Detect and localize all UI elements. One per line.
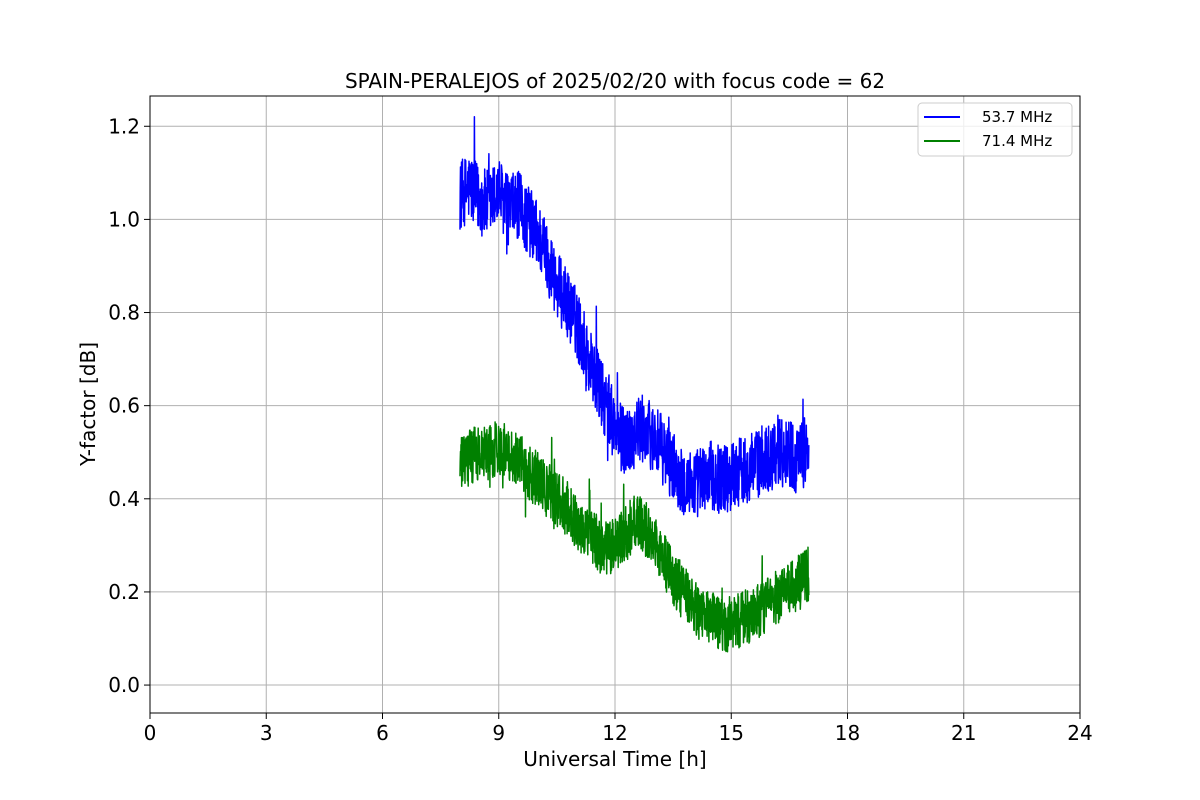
legend-label-71-4: 71.4 MHz	[982, 132, 1052, 150]
x-tick-label: 9	[492, 721, 505, 745]
y-axis-ticks: 0.0 0.2 0.4 0.6 0.8 1.0 1.2	[108, 114, 150, 697]
series-line-71-4-mhz	[459, 421, 810, 653]
y-tick-label: 1.0	[108, 207, 140, 231]
x-tick-label: 0	[144, 721, 157, 745]
x-tick-label: 3	[260, 721, 273, 745]
x-tick-label: 21	[951, 721, 976, 745]
x-tick-label: 18	[835, 721, 860, 745]
x-tick-label: 24	[1067, 721, 1092, 745]
y-axis-title: Y-factor [dB]	[76, 342, 100, 467]
series-line-53-7-mhz	[459, 116, 810, 518]
legend: 53.7 MHz 71.4 MHz	[917, 102, 1073, 157]
legend-label-53-7: 53.7 MHz	[982, 108, 1052, 126]
y-tick-label: 1.2	[108, 114, 140, 138]
y-tick-label: 0.2	[108, 580, 140, 604]
y-tick-label: 0.4	[108, 487, 140, 511]
x-tick-label: 6	[376, 721, 389, 745]
x-axis-ticks: 0 3 6 9 12 15 18 21 24	[144, 713, 1093, 745]
y-tick-label: 0.6	[108, 394, 140, 418]
x-tick-label: 15	[719, 721, 744, 745]
y-tick-label: 0.8	[108, 301, 140, 325]
y-tick-label: 0.0	[108, 673, 140, 697]
chart-title: SPAIN-PERALEJOS of 2025/02/20 with focus…	[345, 69, 885, 93]
series-layer	[459, 116, 810, 653]
x-tick-label: 12	[602, 721, 627, 745]
x-axis-title: Universal Time [h]	[523, 747, 706, 771]
